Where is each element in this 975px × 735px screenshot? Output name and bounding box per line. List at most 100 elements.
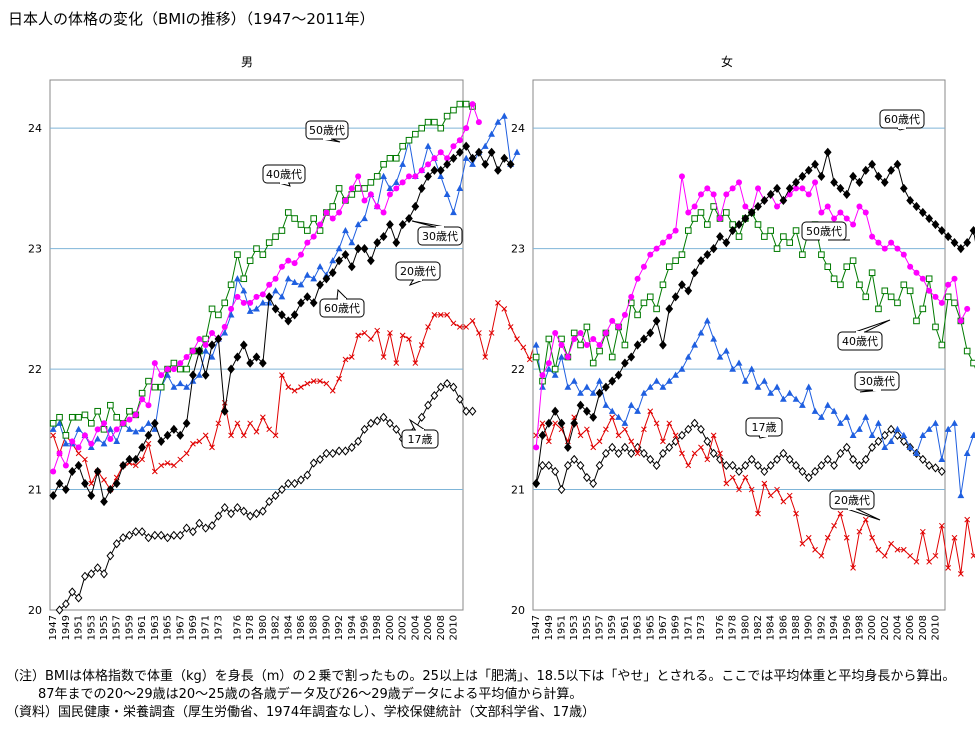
data-point: [590, 335, 597, 342]
x-tick-label: 1961: [137, 615, 148, 640]
data-point: [361, 330, 368, 336]
data-point: [913, 317, 920, 325]
x-tick-label: 2002: [398, 615, 409, 640]
x-tick-label: 1998: [372, 615, 383, 640]
data-point: [380, 354, 387, 360]
data-point: [176, 379, 184, 387]
x-tick-label: 1982: [753, 615, 764, 640]
data-point: [811, 159, 819, 169]
data-point: [856, 425, 863, 432]
data-point: [653, 377, 660, 384]
x-tick-label: 1957: [595, 615, 606, 640]
data-point: [843, 263, 851, 271]
data-point: [373, 238, 382, 248]
data-point: [717, 450, 723, 457]
data-point: [437, 124, 445, 132]
data-point: [861, 454, 870, 465]
data-point: [475, 119, 482, 126]
x-tick-label: 1980: [258, 615, 269, 640]
data-point: [74, 593, 83, 603]
data-point: [183, 365, 190, 373]
data-point: [804, 472, 813, 483]
data-point: [209, 329, 216, 336]
data-point: [361, 197, 368, 204]
data-point: [653, 305, 660, 313]
data-point: [106, 484, 115, 495]
data-point: [792, 177, 800, 187]
data-point: [112, 539, 121, 549]
data-point: [417, 412, 426, 422]
data-point: [564, 383, 572, 390]
series-callout: 17歳: [745, 417, 783, 439]
data-point: [621, 442, 629, 452]
x-tick-label: 1955: [582, 615, 593, 640]
data-point: [836, 183, 845, 193]
data-point: [126, 407, 133, 415]
data-point: [919, 305, 927, 313]
data-point: [963, 449, 971, 457]
data-point: [208, 521, 216, 531]
data-point: [862, 293, 870, 301]
data-point: [360, 424, 369, 434]
data-point: [177, 456, 184, 463]
data-point: [144, 430, 153, 440]
x-tick-label: 1984: [283, 615, 294, 640]
data-point: [570, 454, 579, 465]
data-point: [812, 179, 819, 186]
x-tick-label: 1984: [766, 615, 777, 640]
data-point: [500, 112, 508, 119]
data-point: [119, 460, 127, 471]
data-point: [697, 191, 704, 198]
data-point: [253, 428, 260, 435]
data-point: [418, 124, 425, 132]
data-point: [583, 342, 590, 348]
data-point: [380, 172, 387, 179]
data-point: [690, 418, 699, 428]
page-title: 日本人の体格の変化（BMIの推移）（1947～2011年）: [8, 10, 375, 28]
data-point: [602, 448, 610, 458]
data-point: [336, 209, 343, 216]
data-point: [317, 378, 323, 384]
data-point: [780, 498, 787, 505]
data-point: [132, 428, 140, 435]
data-point: [881, 552, 888, 559]
data-point: [785, 183, 794, 193]
data-point: [964, 516, 971, 523]
data-point: [234, 293, 241, 300]
data-point: [443, 378, 451, 389]
data-point: [430, 391, 439, 401]
data-point: [893, 159, 902, 169]
data-point: [88, 440, 95, 447]
x-tick-label: 1959: [607, 615, 618, 640]
data-point: [317, 221, 324, 228]
data-point: [456, 324, 463, 330]
data-point: [678, 430, 686, 440]
data-point: [583, 406, 591, 416]
plot-frame: [49, 79, 464, 611]
x-tick-label: 1949: [61, 615, 72, 640]
data-point: [869, 233, 876, 240]
data-point: [367, 418, 375, 428]
data-point: [609, 414, 616, 421]
data-point: [373, 416, 382, 426]
data-point: [475, 147, 483, 157]
data-point: [907, 552, 913, 559]
data-point: [189, 377, 197, 384]
note-method: 87年までの20～29歳は20～25歳の各歳データ及び26～29歳データによる平…: [38, 687, 583, 702]
series-callout: 17歳: [401, 418, 439, 449]
data-point: [760, 377, 768, 384]
data-point: [856, 281, 863, 289]
data-point: [754, 460, 762, 471]
x-tick-label: 1996: [842, 615, 853, 640]
y-tick-label: 22: [28, 363, 42, 376]
data-point: [55, 478, 64, 489]
data-point: [514, 336, 520, 342]
data-point: [304, 380, 311, 387]
data-point: [405, 173, 412, 180]
data-point: [938, 341, 946, 349]
data-point: [138, 425, 146, 432]
data-point: [862, 413, 870, 420]
data-point: [849, 171, 857, 181]
data-point: [925, 275, 933, 283]
